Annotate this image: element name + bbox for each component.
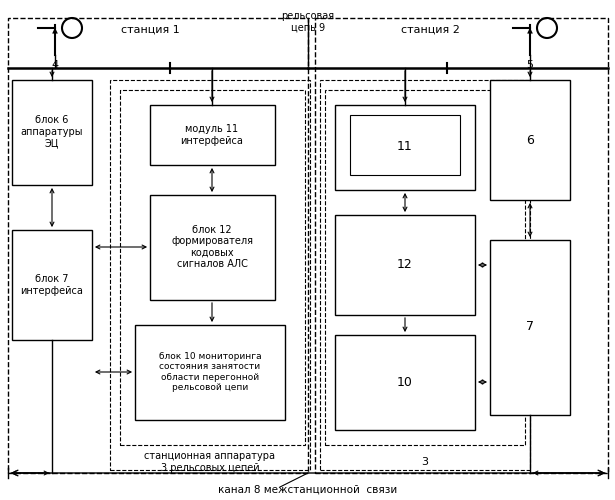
Bar: [490, 80, 570, 200]
Bar: [120, 90, 305, 445]
Bar: [12, 230, 92, 340]
Text: 6: 6: [526, 134, 534, 146]
Bar: [315, 18, 608, 473]
Text: 10: 10: [397, 376, 413, 388]
Bar: [135, 325, 285, 420]
Text: 11: 11: [397, 140, 413, 153]
Bar: [335, 215, 475, 315]
Text: канал 8 межстанционной  связи: канал 8 межстанционной связи: [218, 485, 398, 495]
Bar: [325, 90, 525, 445]
Bar: [350, 115, 460, 175]
Text: станция 2: станция 2: [400, 25, 459, 35]
Text: 7: 7: [526, 320, 534, 334]
Text: 5: 5: [526, 60, 533, 70]
Bar: [490, 240, 570, 415]
Text: блок 10 мониторинга
состояния занятости
области перегонной
рельсовой цепи: блок 10 мониторинга состояния занятости …: [159, 352, 261, 392]
Bar: [320, 80, 530, 470]
Bar: [335, 335, 475, 430]
Bar: [110, 80, 310, 470]
Bar: [150, 195, 275, 300]
Text: 4: 4: [52, 60, 58, 70]
Bar: [335, 105, 475, 190]
Text: 3: 3: [421, 457, 429, 467]
Bar: [150, 105, 275, 165]
Text: станционная аппаратура
3 рельсовых цепей: станционная аппаратура 3 рельсовых цепей: [145, 451, 276, 473]
Text: блок 7
интерфейса: блок 7 интерфейса: [20, 274, 84, 296]
Bar: [12, 80, 92, 185]
Text: 12: 12: [397, 258, 413, 272]
Text: блок 6
аппаратуры
ЭЦ: блок 6 аппаратуры ЭЦ: [21, 116, 83, 148]
Text: блок 12
формирователя
кодовых
сигналов АЛС: блок 12 формирователя кодовых сигналов А…: [171, 224, 253, 270]
Text: модуль 11
интерфейса: модуль 11 интерфейса: [181, 124, 244, 146]
Bar: [8, 18, 308, 473]
Text: рельсовая
цепь 9: рельсовая цепь 9: [282, 11, 335, 33]
Text: станция 1: станция 1: [121, 25, 180, 35]
